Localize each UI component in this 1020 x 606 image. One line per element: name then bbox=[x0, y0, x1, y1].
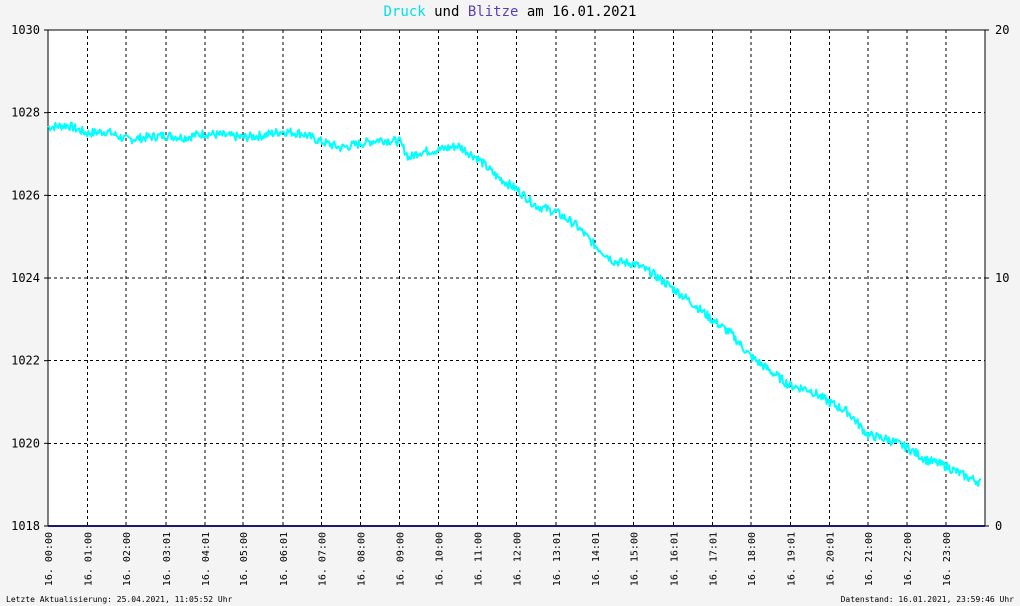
x-tick-label: 16. 22:00 bbox=[903, 532, 914, 586]
y-left-tick-label: 1018 bbox=[11, 519, 40, 533]
x-tick-label: 16. 13:01 bbox=[552, 532, 563, 586]
x-tick-label: 16. 17:01 bbox=[708, 532, 719, 586]
y-left-tick-label: 1028 bbox=[11, 106, 40, 120]
x-tick-label: 16. 05:00 bbox=[239, 532, 250, 586]
x-tick-label: 16. 11:00 bbox=[473, 532, 484, 586]
x-tick-label: 16. 08:00 bbox=[356, 532, 367, 586]
x-tick-label: 16. 09:00 bbox=[395, 532, 406, 586]
footer-data-status: Datenstand: 16.01.2021, 23:59:46 Uhr bbox=[840, 595, 1014, 604]
chart-title: Druck und Blitze am 16.01.2021 bbox=[0, 4, 1020, 20]
x-tick-label: 16. 02:00 bbox=[122, 532, 133, 586]
y-left-tick-label: 1026 bbox=[11, 188, 40, 202]
y-left-tick-label: 1024 bbox=[11, 271, 40, 285]
title-und: und bbox=[425, 4, 468, 20]
x-tick-label: 16. 21:00 bbox=[864, 532, 875, 586]
x-tick-label: 16. 07:00 bbox=[317, 532, 328, 586]
x-tick-label: 16. 23:00 bbox=[942, 532, 953, 586]
x-tick-label: 16. 20:01 bbox=[825, 532, 836, 586]
footer-last-update: Letzte Aktualisierung: 25.04.2021, 11:05… bbox=[6, 595, 233, 604]
x-tick-label: 16. 18:00 bbox=[747, 532, 758, 586]
x-tick-label: 16. 01:00 bbox=[84, 532, 95, 586]
y-right-tick-label: 0 bbox=[995, 519, 1002, 533]
x-tick-label: 16. 10:00 bbox=[434, 532, 445, 586]
x-tick-label: 16. 19:01 bbox=[786, 532, 797, 586]
y-left-tick-label: 1022 bbox=[11, 354, 40, 368]
x-tick-label: 16. 00:00 bbox=[44, 532, 55, 586]
y-left-tick-label: 1020 bbox=[11, 436, 40, 450]
title-blitze: Blitze bbox=[467, 4, 519, 20]
series-druck-line bbox=[47, 121, 982, 487]
x-tick-label: 16. 06:01 bbox=[279, 532, 290, 586]
x-tick-label: 16. 04:01 bbox=[201, 532, 212, 586]
x-tick-label: 16. 12:00 bbox=[513, 532, 524, 586]
y-left-tick-label: 1030 bbox=[11, 23, 40, 37]
x-tick-label: 16. 14:01 bbox=[591, 532, 602, 586]
y-right-tick-label: 20 bbox=[995, 23, 1009, 37]
y-right-tick-label: 10 bbox=[995, 271, 1009, 285]
x-tick-label: 16. 15:00 bbox=[630, 532, 641, 586]
title-druck: Druck bbox=[383, 4, 426, 20]
title-date: am 16.01.2021 bbox=[518, 4, 637, 20]
x-tick-label: 16. 03:01 bbox=[162, 532, 173, 586]
x-tick-label: 16. 16:01 bbox=[669, 532, 680, 586]
